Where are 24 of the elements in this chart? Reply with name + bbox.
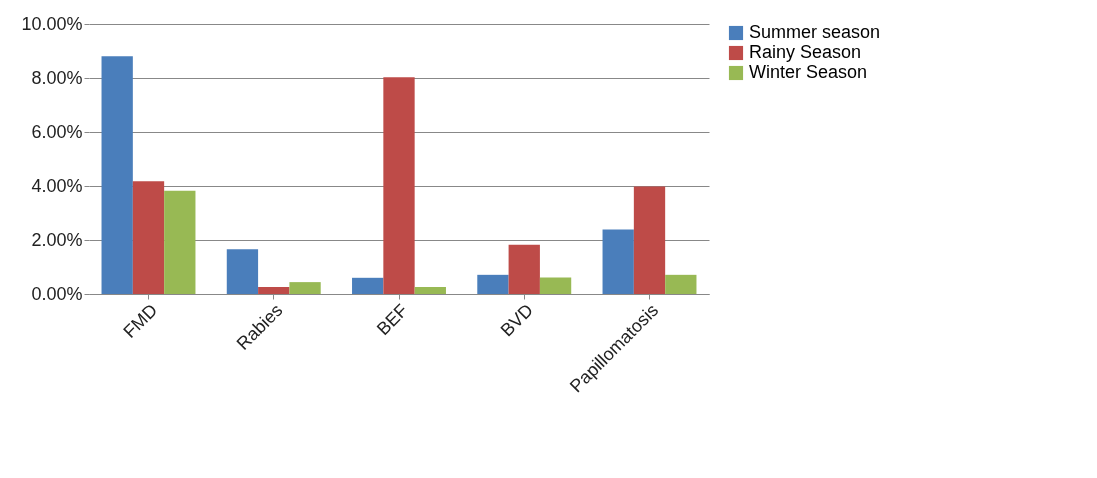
y-tick-label: 0.00% (31, 283, 83, 304)
y-tick-label: 8.00% (31, 67, 83, 88)
bar (258, 286, 290, 294)
bar (101, 56, 133, 294)
bar (164, 190, 196, 294)
bar (132, 181, 165, 294)
bar (477, 274, 509, 294)
legend-label: Rainy Season (749, 42, 862, 62)
bar (289, 282, 321, 294)
bar (508, 244, 540, 294)
y-tick-label: 6.00% (31, 121, 83, 142)
bar (665, 274, 697, 294)
y-tick-label: 2.00% (31, 229, 83, 250)
bar (602, 229, 634, 294)
legend-label: Summer season (749, 22, 881, 42)
bar (383, 77, 415, 294)
bar (414, 286, 446, 294)
legend-label: Winter Season (749, 62, 868, 82)
bar (633, 186, 666, 294)
bar (539, 277, 572, 294)
y-tick-label: 10.00% (21, 13, 83, 34)
bar (226, 249, 259, 294)
bar (352, 277, 384, 294)
y-tick-label: 4.00% (31, 175, 83, 196)
